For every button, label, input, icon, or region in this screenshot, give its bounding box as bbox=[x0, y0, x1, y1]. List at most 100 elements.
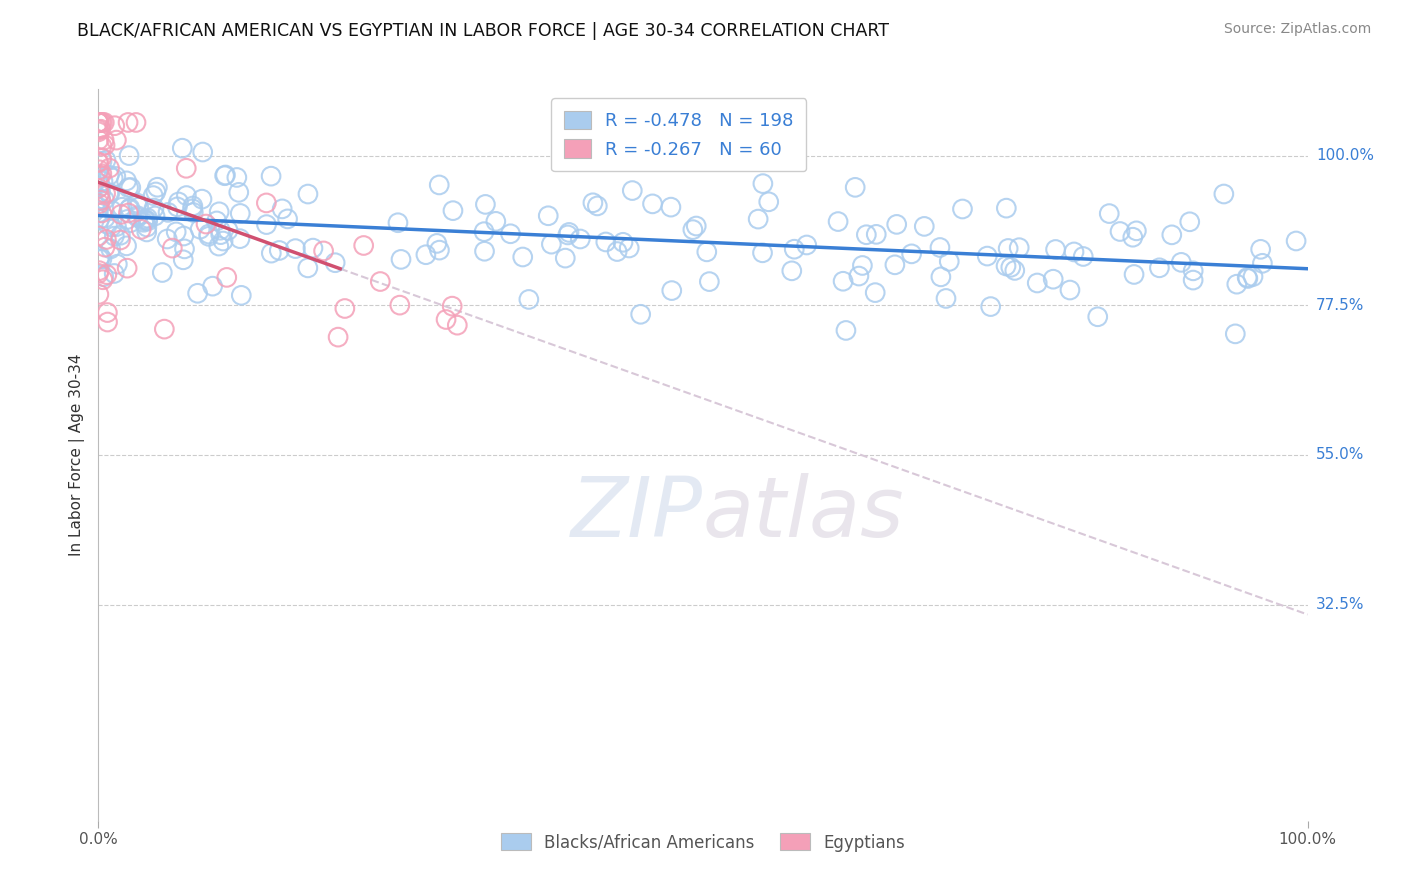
Point bbox=[89, 250, 111, 264]
Point bbox=[97, 218, 120, 232]
Point bbox=[225, 170, 247, 185]
Text: 77.5%: 77.5% bbox=[1316, 298, 1364, 313]
Point bbox=[96, 232, 118, 246]
Point bbox=[537, 209, 560, 223]
Point bbox=[976, 249, 998, 263]
Text: atlas: atlas bbox=[703, 473, 904, 554]
Point bbox=[886, 218, 908, 232]
Point bbox=[429, 243, 451, 257]
Point bbox=[165, 225, 187, 239]
Point bbox=[98, 161, 121, 175]
Point bbox=[582, 195, 605, 210]
Legend: Blacks/African Americans, Egyptians: Blacks/African Americans, Egyptians bbox=[492, 825, 914, 860]
Point bbox=[780, 264, 803, 278]
Point bbox=[557, 227, 579, 242]
Point bbox=[94, 211, 117, 225]
Point bbox=[198, 227, 221, 241]
Point bbox=[181, 199, 204, 213]
Point bbox=[832, 274, 855, 288]
Point bbox=[90, 206, 112, 220]
Point bbox=[353, 238, 375, 252]
Point bbox=[1071, 250, 1094, 264]
Point bbox=[1212, 186, 1234, 201]
Point bbox=[1042, 272, 1064, 286]
Point bbox=[619, 241, 641, 255]
Point bbox=[120, 180, 142, 194]
Point bbox=[434, 312, 457, 326]
Point bbox=[271, 202, 294, 216]
Point bbox=[117, 180, 139, 194]
Point bbox=[146, 180, 169, 194]
Point bbox=[312, 244, 335, 258]
Point bbox=[167, 194, 190, 209]
Point bbox=[142, 188, 165, 202]
Text: 32.5%: 32.5% bbox=[1316, 597, 1364, 612]
Point bbox=[441, 203, 464, 218]
Point bbox=[115, 239, 138, 253]
Point bbox=[472, 225, 495, 239]
Point bbox=[228, 186, 250, 200]
Point bbox=[98, 186, 121, 201]
Point bbox=[181, 202, 204, 216]
Point bbox=[661, 284, 683, 298]
Point bbox=[1098, 206, 1121, 220]
Point bbox=[117, 212, 139, 227]
Point bbox=[499, 227, 522, 241]
Point bbox=[97, 186, 120, 200]
Point bbox=[162, 241, 184, 255]
Point bbox=[1087, 310, 1109, 324]
Point bbox=[120, 216, 142, 230]
Point bbox=[699, 275, 721, 289]
Point bbox=[93, 115, 115, 129]
Point bbox=[135, 225, 157, 239]
Point bbox=[558, 226, 581, 240]
Point bbox=[231, 288, 253, 302]
Point bbox=[1109, 225, 1132, 239]
Point bbox=[209, 227, 232, 242]
Point bbox=[191, 192, 214, 206]
Point bbox=[441, 299, 464, 313]
Point bbox=[135, 220, 157, 235]
Point bbox=[156, 232, 179, 246]
Point bbox=[111, 200, 134, 214]
Point bbox=[474, 197, 496, 211]
Point bbox=[1008, 241, 1031, 255]
Point bbox=[1122, 230, 1144, 244]
Point bbox=[474, 244, 496, 259]
Point bbox=[935, 292, 957, 306]
Point bbox=[136, 211, 159, 226]
Point bbox=[181, 205, 204, 219]
Point bbox=[540, 237, 562, 252]
Point bbox=[621, 184, 644, 198]
Point bbox=[93, 193, 115, 207]
Point bbox=[269, 244, 291, 258]
Point bbox=[1236, 270, 1258, 285]
Point bbox=[87, 267, 110, 281]
Point bbox=[125, 115, 148, 129]
Point bbox=[485, 214, 508, 228]
Point bbox=[980, 300, 1002, 314]
Point bbox=[217, 223, 239, 237]
Point bbox=[90, 151, 112, 165]
Point bbox=[865, 227, 887, 242]
Point bbox=[110, 228, 132, 243]
Point bbox=[1160, 227, 1182, 242]
Point bbox=[96, 315, 118, 329]
Point bbox=[612, 235, 634, 250]
Point bbox=[215, 270, 238, 285]
Point bbox=[134, 212, 156, 227]
Point bbox=[90, 185, 112, 199]
Point bbox=[1225, 326, 1247, 341]
Point bbox=[118, 201, 141, 215]
Point bbox=[90, 122, 112, 136]
Point bbox=[446, 318, 468, 333]
Point bbox=[150, 266, 173, 280]
Point bbox=[129, 222, 152, 236]
Point bbox=[297, 187, 319, 202]
Point bbox=[929, 240, 952, 254]
Text: 100.0%: 100.0% bbox=[1316, 148, 1374, 163]
Point bbox=[89, 196, 111, 211]
Point bbox=[100, 242, 122, 256]
Point bbox=[389, 252, 412, 267]
Point bbox=[883, 258, 905, 272]
